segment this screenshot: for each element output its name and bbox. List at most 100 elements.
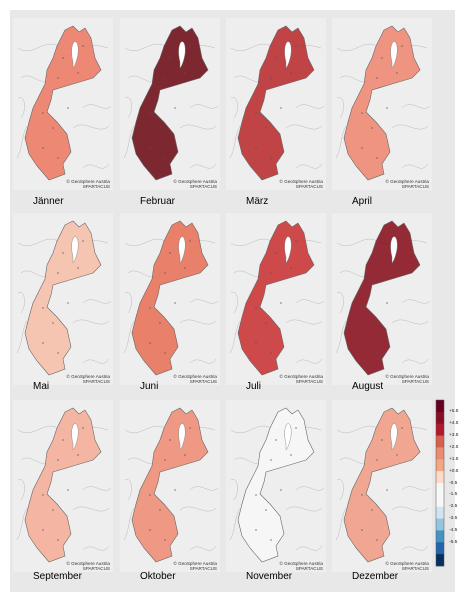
terrain-contour: [123, 507, 135, 541]
town-marker: [265, 509, 267, 511]
town-marker: [386, 489, 388, 491]
credit-line-1: © GeoSphere Austria: [66, 373, 110, 379]
town-marker: [361, 112, 363, 114]
month-label: Oktober: [140, 571, 176, 582]
legend-swatch: [436, 483, 444, 496]
terrain-contour: [189, 163, 217, 169]
town-marker: [149, 147, 151, 149]
terrain-contour: [295, 299, 325, 304]
town-marker: [164, 77, 166, 79]
town-marker: [255, 342, 257, 344]
town-marker: [82, 427, 84, 429]
credit-line-2: SPARTACUS: [401, 183, 429, 189]
town-marker: [52, 127, 54, 129]
credit-line-1: © GeoSphere Austria: [279, 373, 323, 379]
map-credit: © GeoSphere Austria SPARTACUS: [386, 179, 429, 189]
lake-neusiedl: [71, 41, 79, 69]
terrain-contour: [179, 124, 217, 130]
town-marker: [295, 45, 297, 47]
credit-line-1: © GeoSphere Austria: [385, 178, 429, 184]
map-svg: [226, 400, 326, 572]
terrain-contour: [336, 479, 344, 501]
map-credit: © GeoSphere Austria SPARTACUS: [174, 374, 217, 384]
town-marker: [57, 157, 59, 159]
credit-line-2: SPARTACUS: [189, 183, 217, 189]
map-svg: [120, 18, 220, 190]
legend-swatch: [436, 494, 444, 508]
terrain-contour: [285, 506, 323, 512]
map-panel: © GeoSphere Austria SPARTACUS: [13, 400, 113, 572]
town-marker: [169, 252, 171, 254]
town-marker: [270, 352, 272, 354]
map-svg: [120, 400, 220, 572]
terrain-contour: [335, 320, 347, 354]
temperature-anomaly-map-grid: © GeoSphere Austria SPARTACUS Jänner © GeoS…: [10, 10, 455, 592]
terrain-contour: [124, 97, 132, 119]
terrain-contour: [16, 320, 28, 354]
terrain-contour: [72, 319, 110, 325]
lake-neusiedl: [71, 236, 79, 264]
terrain-contour: [391, 124, 429, 130]
terrain-contour: [401, 486, 431, 491]
town-marker: [52, 322, 54, 324]
town-marker: [42, 112, 44, 114]
credit-line-2: SPARTACUS: [189, 378, 217, 384]
town-marker: [169, 439, 171, 441]
map-credit: © GeoSphere Austria SPARTACUS: [386, 374, 429, 384]
terrain-contour: [82, 358, 110, 364]
legend-tick-label: -2.5: [449, 504, 458, 510]
town-marker: [381, 57, 383, 59]
credit-line-1: © GeoSphere Austria: [279, 178, 323, 184]
map-panel: © GeoSphere Austria SPARTACUS: [332, 213, 432, 385]
town-marker: [57, 352, 59, 354]
town-marker: [255, 147, 257, 149]
terrain-contour: [229, 125, 241, 159]
legend-swatch: [436, 411, 444, 425]
town-marker: [62, 439, 64, 441]
anomaly-region: [24, 220, 102, 376]
month-label: August: [352, 381, 384, 392]
terrain-contour: [229, 320, 241, 354]
town-marker: [270, 157, 272, 159]
terrain-contour: [230, 292, 238, 314]
credit-line-2: SPARTACUS: [295, 565, 323, 571]
terrain-contour: [189, 358, 217, 364]
map-panel: © GeoSphere Austria SPARTACUS: [332, 18, 432, 190]
terrain-contour: [401, 358, 429, 364]
town-marker: [376, 352, 378, 354]
lake-neusiedl: [390, 41, 398, 69]
terrain-contour: [295, 358, 323, 364]
town-marker: [42, 147, 44, 149]
terrain-contour: [82, 163, 110, 169]
anomaly-region: [343, 25, 421, 181]
terrain-contour: [189, 486, 219, 491]
map-panel: © GeoSphere Austria SPARTACUS: [13, 18, 113, 190]
lake-neusiedl: [178, 41, 186, 69]
town-marker: [290, 72, 292, 74]
town-marker: [376, 157, 378, 159]
credit-line-1: © GeoSphere Austria: [66, 560, 110, 566]
lake-neusiedl: [71, 423, 79, 451]
terrain-contour: [295, 545, 323, 551]
credit-line-2: SPARTACUS: [295, 183, 323, 189]
legend-swatch: [436, 542, 444, 555]
town-marker: [275, 57, 277, 59]
terrain-contour: [391, 506, 429, 512]
town-marker: [371, 322, 373, 324]
town-marker: [361, 307, 363, 309]
legend-tick-label: +0.5: [449, 468, 459, 474]
map-panel: © GeoSphere Austria SPARTACUS: [120, 213, 220, 385]
town-marker: [371, 509, 373, 511]
town-marker: [280, 107, 282, 109]
terrain-contour: [295, 104, 325, 109]
terrain-contour: [335, 125, 347, 159]
terrain-contour: [401, 545, 429, 551]
town-marker: [164, 272, 166, 274]
town-marker: [386, 107, 388, 109]
credit-line-1: © GeoSphere Austria: [66, 178, 110, 184]
month-label: Februar: [140, 196, 176, 207]
terrain-contour: [285, 124, 323, 130]
month-label: Mai: [33, 381, 50, 392]
terrain-contour: [336, 292, 344, 314]
town-marker: [57, 272, 59, 274]
